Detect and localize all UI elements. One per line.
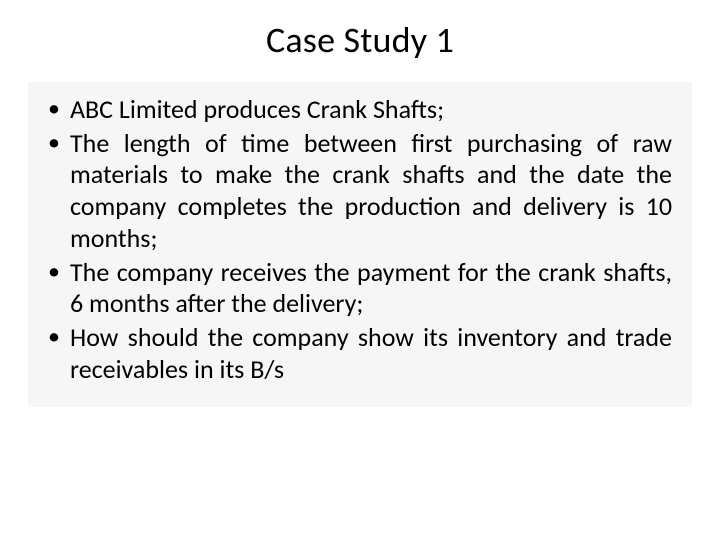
bullet-text: How should the company show its inventor… [70, 321, 672, 385]
bullet-text: The company receives the payment for the… [70, 256, 672, 320]
list-item: How should the company show its inventor… [38, 322, 672, 385]
bullet-text: The length of time between first purchas… [70, 127, 672, 254]
slide: Case Study 1 ABC Limited produces Crank … [0, 0, 720, 540]
list-item: ABC Limited produces Crank Shafts; [38, 94, 672, 126]
content-area: ABC Limited produces Crank Shafts; The l… [28, 82, 692, 407]
bullet-list: ABC Limited produces Crank Shafts; The l… [38, 94, 672, 385]
bullet-text: ABC Limited produces Crank Shafts; [70, 93, 444, 125]
slide-title: Case Study 1 [28, 18, 692, 62]
list-item: The company receives the payment for the… [38, 257, 672, 320]
list-item: The length of time between first purchas… [38, 128, 672, 255]
